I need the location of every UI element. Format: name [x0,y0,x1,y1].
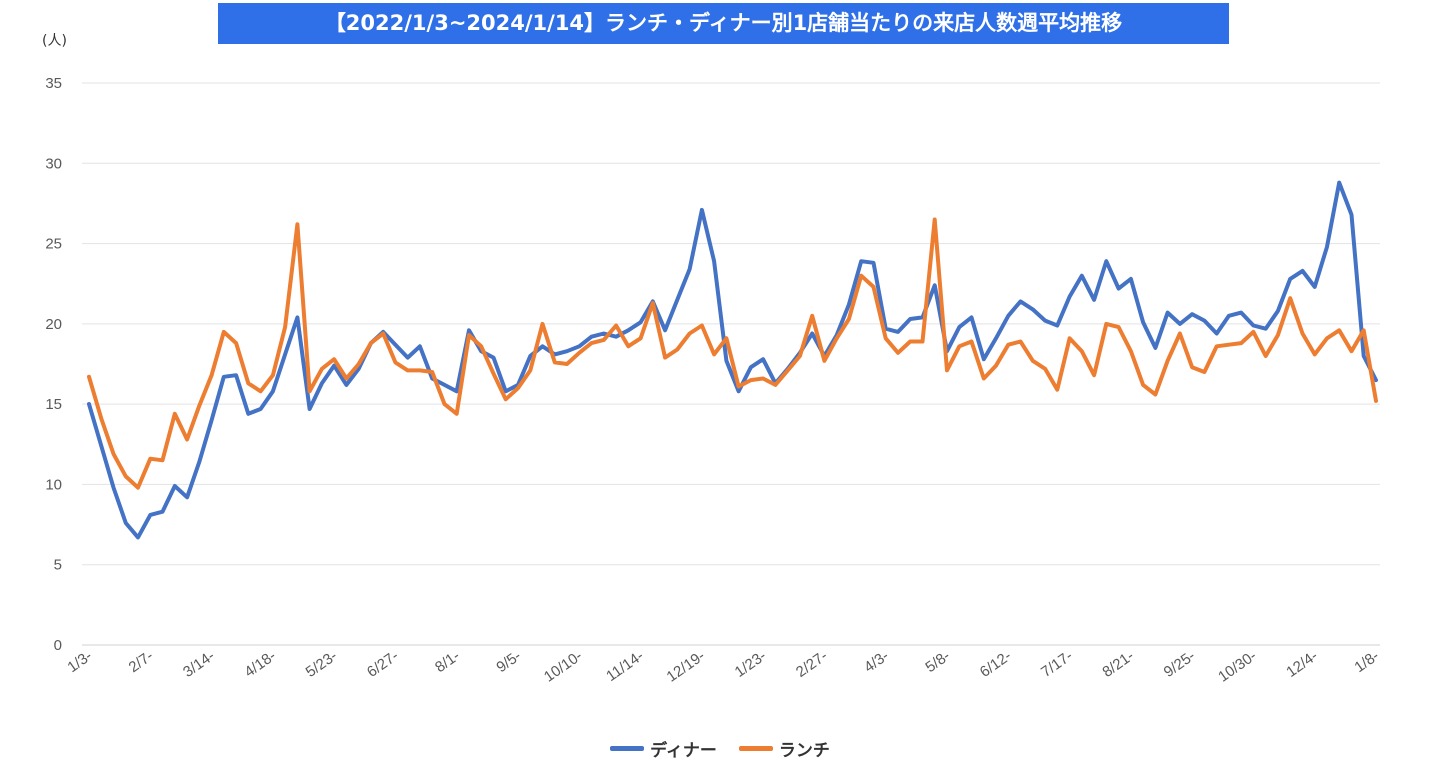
y-tick-label: 0 [54,637,62,654]
legend-item-lunch[interactable]: ランチ [738,736,830,761]
x-tick-label: 6/12- [977,647,1015,681]
x-tick-label: 1/3- [64,647,95,676]
x-tick-label: 4/18- [241,647,279,681]
y-tick-label: 5 [54,557,62,574]
y-tick-label: 25 [45,236,62,253]
x-tick-label: 5/8- [922,647,953,676]
legend-label-dinner: ディナー [650,741,717,761]
y-tick-label: 20 [45,316,62,333]
x-tick-label: 10/30- [1215,647,1260,685]
y-axis-unit-label: (人) [42,33,67,49]
legend-swatch-lunch [738,746,773,751]
chart-title: 【2022/1/3~2024/1/14】ランチ・ディナー別1店舗当たりの来店人数… [218,3,1229,44]
x-tick-label: 11/14- [603,647,647,685]
x-tick-label: 8/1- [432,647,463,676]
x-tick-label: 9/25- [1161,647,1199,681]
legend-item-dinner[interactable]: ディナー [610,736,717,761]
x-tick-label: 10/10- [541,647,586,685]
legend: ディナー ランチ [0,736,1440,761]
legend-label-lunch: ランチ [778,741,830,761]
x-axis-ticks: 1/3- 2/7- 3/14- 4/18- 5/23- 6/27- 8/1- 9/5- 10/1… [64,647,1382,685]
x-tick-label: 8/21- [1099,647,1137,681]
x-tick-label: 3/14- [180,647,218,681]
x-tick-label: 1/8- [1351,647,1382,676]
legend-swatch-dinner [610,746,645,751]
y-tick-label: 10 [45,476,62,493]
x-tick-label: 6/27- [364,647,402,681]
y-tick-label: 30 [45,155,62,172]
series-line-dinner [87,180,1378,540]
x-tick-label: 4/3- [861,647,892,676]
x-tick-label: 2/27- [793,647,831,681]
y-tick-label: 15 [45,396,62,413]
x-tick-label: 5/23- [303,647,341,681]
x-tick-label: 12/19- [664,647,709,685]
series-line-lunch [87,217,1378,490]
x-tick-label: 9/5- [493,647,524,676]
x-tick-label: 1/23- [732,647,770,681]
data-series [87,180,1378,540]
y-tick-label: 35 [45,75,62,92]
x-tick-label: 2/7- [126,647,157,676]
x-tick-label: 7/17- [1038,647,1076,681]
y-axis-ticks: 0 5 10 15 20 25 30 35 [45,75,62,654]
x-tick-label: 12/4- [1283,647,1321,681]
